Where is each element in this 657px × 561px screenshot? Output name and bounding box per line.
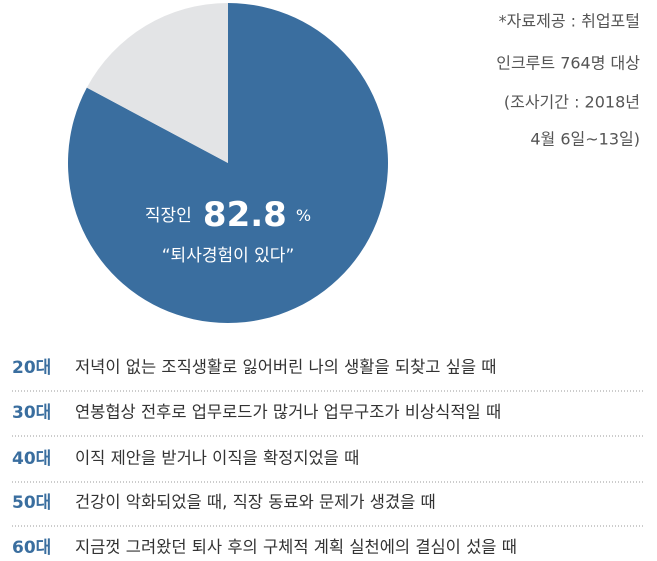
age-label: 50대 [12, 493, 51, 513]
source-note: 인크루트 764명 대상 [496, 54, 640, 73]
age-label: 60대 [12, 538, 51, 558]
unit: % [296, 206, 311, 225]
source-note: *자료제공 : 취업포털 [499, 12, 640, 31]
reason-text: 연봉협상 전후로 업무로드가 많거나 업무구조가 비상식적일 때 [75, 403, 501, 422]
reason-text: 지금껏 그려왔던 퇴사 후의 구체적 계획 실천에의 결심이 섰을 때 [75, 538, 517, 557]
pie-label: 직장인 82.8 % [145, 195, 311, 235]
age-label: 30대 [12, 403, 51, 423]
label-prefix: 직장인 [145, 206, 192, 226]
reason-text: 저녁이 없는 조직생활로 잃어버린 나의 생활을 되찾고 싶을 때 [75, 358, 496, 377]
annotation: “퇴사경험이 있다” [162, 246, 295, 266]
reason-text: 건강이 악화되었을 때, 직장 동료와 문제가 생겼을 때 [75, 493, 436, 512]
age-label: 20대 [12, 358, 51, 378]
reason-text: 이직 제안을 받거나 이직을 확정지었을 때 [75, 449, 359, 468]
pie-slice [86, 3, 228, 163]
value-label: 82.8 [203, 195, 287, 235]
source-note: 4월 6일~13일) [530, 130, 640, 149]
source-note: (조사기간 : 2018년 [504, 93, 640, 112]
pie-slice [68, 3, 389, 324]
age-label: 40대 [12, 449, 51, 469]
